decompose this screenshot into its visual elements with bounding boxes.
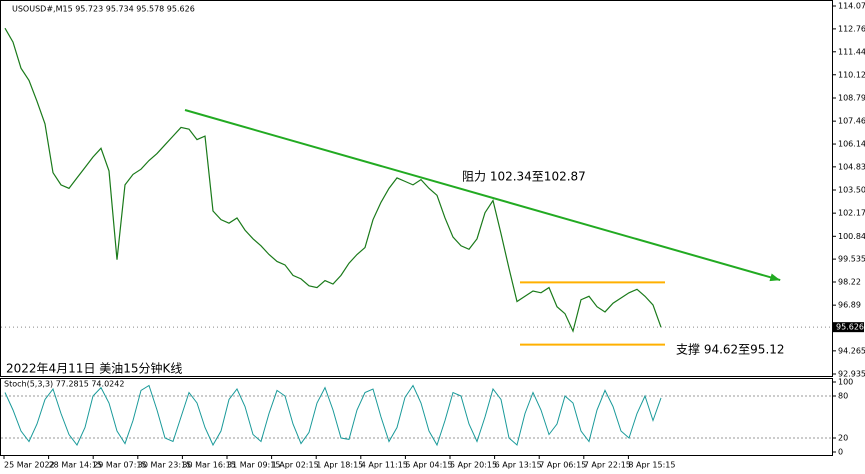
x-tick-label: 8 Apr 15:15	[628, 461, 675, 470]
y-tick-label: 80	[838, 392, 848, 401]
annotation: 阻力 102.34至102.87	[462, 170, 586, 184]
y-tick-label: 111.445	[838, 47, 865, 56]
y-tick-label: 0	[838, 448, 843, 457]
y-tick-label: 110.125	[838, 70, 865, 79]
chart-title: USOUSD#,M15 95.723 95.734 95.578 95.626	[12, 5, 195, 14]
y-tick-label: 102.175	[838, 209, 865, 218]
x-tick-label: 5 Apr 20:15	[450, 461, 497, 470]
trendline-arrow	[769, 273, 781, 282]
x-tick-label: 30 Mar 23:15	[138, 461, 191, 470]
y-tick-label: 114.075	[838, 2, 865, 11]
y-tick-label: 20	[838, 434, 848, 443]
x-tick-label: 5 Apr 04:15	[405, 461, 452, 470]
y-tick-label: 108.79	[838, 94, 865, 103]
y-tick-label: 96.89	[838, 301, 861, 310]
x-tick-label: 30 Mar 16:15	[182, 461, 235, 470]
y-tick-label: 104.835	[838, 162, 865, 171]
last-price-label: 95.626	[836, 323, 864, 332]
price-line	[4, 27, 662, 333]
y-tick-label: 100.845	[838, 232, 865, 241]
annotation: 2022年4月11日 美油15分钟K线	[6, 361, 182, 376]
x-tick-label: 7 Apr 06:15	[539, 461, 586, 470]
y-tick-label: 107.46	[838, 117, 865, 126]
last-price-box	[833, 322, 864, 333]
x-tick-label: 31 Mar 09:15	[227, 461, 280, 470]
y-tick-label: 112.76	[838, 24, 865, 33]
x-tick-label: 29 Mar 07:15	[93, 461, 146, 470]
y-tick-label: 98.22	[838, 278, 861, 287]
main-panel	[0, 0, 833, 377]
y-tick-label: 106.145	[838, 140, 865, 149]
y-tick-label: 100	[838, 378, 853, 387]
x-tick-label: 25 Mar 2022	[4, 461, 55, 470]
y-tick-label: 99.535	[838, 255, 865, 264]
x-tick-label: 4 Apr 11:15	[361, 461, 408, 470]
trendline	[184, 109, 781, 282]
x-tick-label: 6 Apr 13:15	[495, 461, 542, 470]
oscillator-line	[4, 384, 662, 447]
x-tick-label: 1 Apr 02:15	[272, 461, 319, 470]
oscillator-title: Stoch(5,3,3) 77.2815 74.0242	[4, 380, 124, 389]
x-tick-label: 7 Apr 22:15	[584, 461, 631, 470]
y-tick-label: 94.265	[838, 346, 865, 355]
annotation: 支撑 94.62至95.12	[676, 342, 785, 357]
y-tick-label: 92.935	[838, 370, 865, 379]
x-tick-label: 1 Apr 18:15	[316, 461, 363, 470]
oscillator-panel	[0, 378, 833, 456]
x-tick-label: 28 Mar 14:15	[49, 461, 102, 470]
y-tick-label: 103.505	[838, 186, 865, 195]
